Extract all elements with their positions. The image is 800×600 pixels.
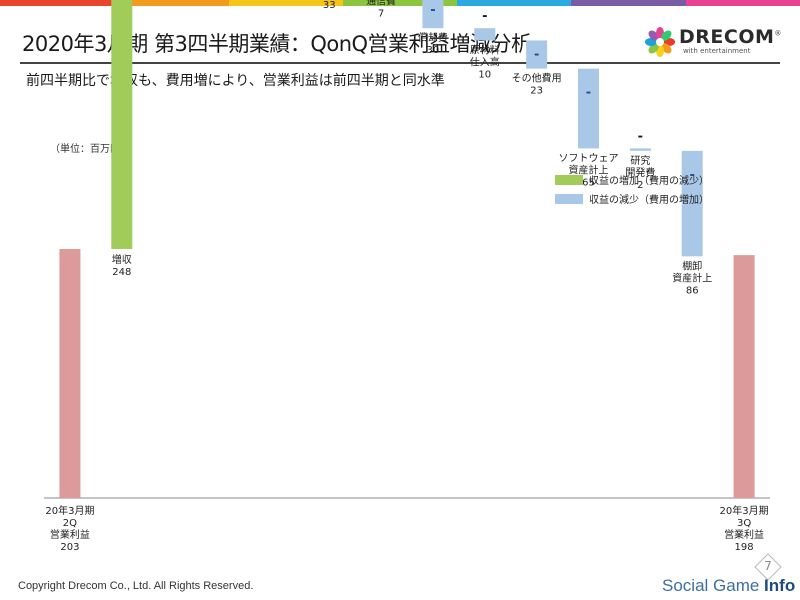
bar-category-label: 研究 (630, 154, 650, 167)
page-badge-shape (754, 553, 782, 581)
legend-swatch (555, 194, 583, 204)
watermark-prefix: Social Game (662, 576, 765, 595)
waterfall-bar (59, 248, 81, 498)
bar-value-label: 65 (582, 177, 595, 188)
legend-swatch (555, 175, 583, 185)
bar-sign-marker: - (638, 129, 643, 144)
bar-value-label: 203 (60, 542, 79, 553)
drecom-logo: DRECOM® with entertainment (643, 24, 781, 60)
waterfall-bar (578, 68, 599, 149)
bar-category-label: その他費用 (512, 72, 562, 85)
waterfall-bar (681, 150, 703, 257)
top-bar-segment (457, 0, 572, 6)
logo-registered-mark: ® (774, 29, 782, 38)
bar-value-label: 23 (530, 86, 543, 97)
bar-category-label: 償却費 (418, 31, 448, 44)
logo-center (656, 38, 664, 46)
bar-category-label: 通信費 (366, 0, 396, 7)
legend-label: 収益の増加（費用の減少） (589, 174, 709, 187)
bar-value-label: 198 (735, 542, 754, 553)
waterfall-bar (422, 0, 444, 29)
watermark: Social Game Info (662, 576, 795, 596)
logo-name: DRECOM (679, 26, 775, 48)
top-bar-segment (342, 0, 458, 6)
legend-label: 収益の減少（費用の増加） (589, 193, 709, 206)
logo-petal (661, 30, 672, 41)
bar-category-label: 棚卸 (682, 259, 702, 272)
bar-sign-marker: - (430, 3, 435, 18)
top-color-bar (0, 0, 800, 6)
bar-category-label: 20年3月期 (720, 504, 769, 517)
top-bar-segment (228, 0, 343, 6)
page-number-badge: 7 (754, 553, 782, 581)
bar-category-label: 資産計上 (672, 271, 712, 284)
bar-category-label: 資産計上 (569, 163, 609, 176)
bar-category-label: 2Q (63, 518, 77, 529)
logo-wordmark: DRECOM® (679, 26, 782, 48)
bar-sign-marker: - (586, 86, 591, 101)
page-title: 2020年3月期 第3四半期業績：QonQ営業利益増減分析 (22, 32, 532, 56)
bar-value-label: 33 (323, 0, 336, 11)
bar-category-label: ソフトウェア (559, 152, 619, 164)
top-bar-segment (114, 0, 229, 6)
bar-sign-marker: - (534, 48, 539, 63)
bar-category-label: 仕入高 (470, 55, 500, 68)
top-bar-segment (0, 0, 115, 6)
unit-note: （単位：百万円） (50, 144, 130, 155)
bar-category-label: 増収 (112, 253, 132, 266)
waterfall-bar (111, 0, 133, 249)
page-number: 7 (764, 559, 772, 573)
bar-value-label: 10 (478, 69, 491, 80)
bar-value-label: 248 (112, 267, 131, 278)
waterfall-bar (733, 255, 755, 498)
bar-value-label: 7 (378, 8, 384, 19)
bar-category-label: 営業利益 (50, 528, 90, 541)
bar-sign-marker: - (482, 9, 487, 24)
bar-sign-marker: - (690, 168, 695, 183)
bar-value-label: 86 (686, 285, 699, 296)
bar-category-label: 営業利益 (724, 528, 764, 541)
title-divider (20, 62, 780, 64)
flower-logo-icon (645, 27, 675, 57)
top-bar-segment (571, 0, 686, 6)
copyright-text: Copyright Drecom Co., Ltd. All Rights Re… (18, 580, 254, 592)
top-bar-segment (685, 0, 800, 6)
bar-category-label: 20年3月期 (45, 504, 94, 517)
bar-category-label: 開発費 (625, 166, 655, 179)
watermark-bold: Info (764, 576, 796, 595)
waterfall-bar (629, 148, 651, 151)
waterfall-bar (474, 28, 496, 41)
logo-tagline: with entertainment (683, 47, 751, 55)
bar-category-label: 原材料 (470, 43, 500, 56)
bar-category-label: 3Q (737, 518, 751, 529)
waterfall-bar (526, 40, 548, 69)
bar-value-label: 30 (427, 45, 440, 56)
bar-value-label: 2 (637, 180, 643, 191)
